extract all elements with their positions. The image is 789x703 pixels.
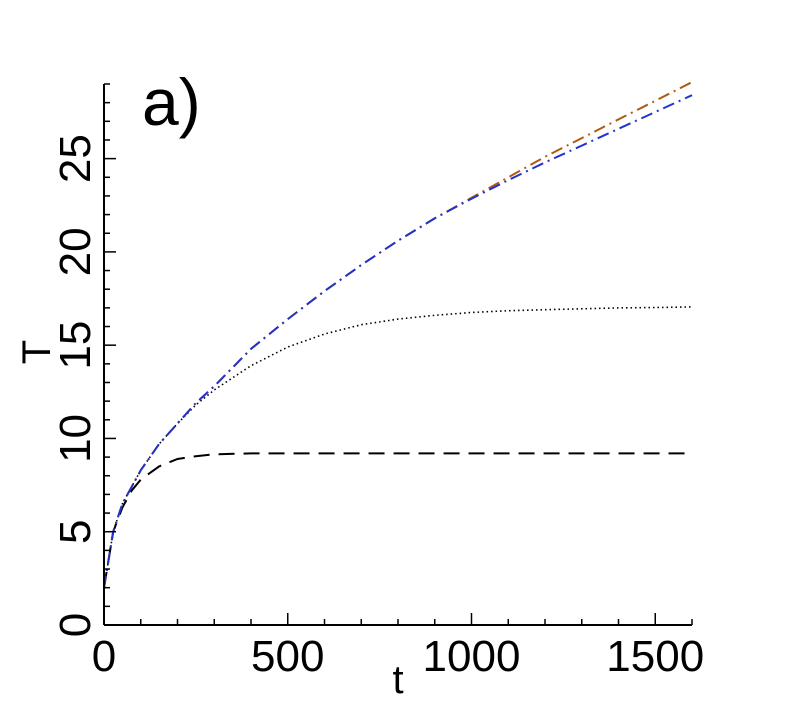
y-tick-label: 5	[51, 519, 100, 543]
panel-label: a)	[142, 65, 201, 139]
y-tick-label: 15	[51, 321, 100, 370]
y-tick-label: 0	[51, 613, 100, 637]
ticks-layer: 0 500 1000 1500 0 5 10 15 20 25	[51, 83, 704, 681]
y-axis-label: T	[15, 340, 59, 364]
series-line-1	[103, 452, 692, 588]
y-tick-label: 10	[51, 414, 100, 463]
y-tick-label: 25	[51, 134, 100, 183]
series-layer	[103, 81, 693, 588]
y-tick-label: 20	[51, 227, 100, 276]
labels-layer: a) t T	[15, 65, 404, 702]
x-tick-label: 1000	[423, 632, 521, 681]
axes-layer	[103, 84, 692, 626]
x-tick-label: 0	[92, 632, 116, 681]
x-axis-label: t	[392, 658, 403, 702]
x-tick-label: 1500	[606, 632, 704, 681]
series-line-4	[103, 94, 693, 588]
series-line-2	[103, 306, 693, 588]
series-line-3	[103, 81, 693, 588]
x-tick-label: 500	[251, 632, 324, 681]
